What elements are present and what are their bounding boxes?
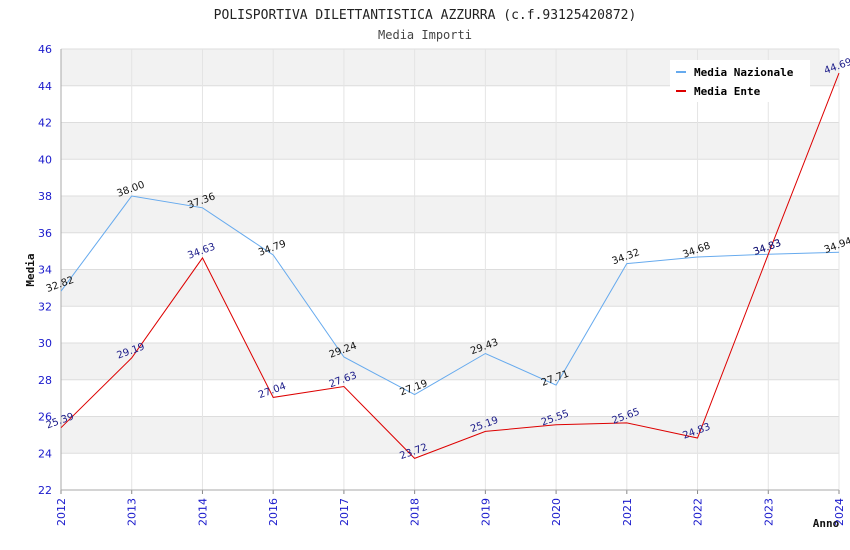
y-tick-label: 42 bbox=[38, 117, 52, 130]
series-lines bbox=[60, 72, 840, 459]
x-tick-label: 2021 bbox=[621, 498, 634, 526]
y-tick-label: 46 bbox=[38, 43, 52, 56]
legend-label: Media Ente bbox=[694, 85, 761, 98]
y-tick-label: 28 bbox=[38, 374, 52, 387]
y-tick-label: 40 bbox=[38, 153, 52, 166]
x-tick-label: 2014 bbox=[196, 498, 209, 526]
data-label: 34.68 bbox=[681, 241, 712, 261]
y-tick-label: 36 bbox=[38, 227, 52, 240]
series-line-media-ente bbox=[60, 72, 840, 459]
legend-label: Media Nazionale bbox=[694, 66, 794, 79]
y-tick-label: 26 bbox=[38, 411, 52, 424]
x-tick-label: 2017 bbox=[338, 498, 351, 526]
y-tick-label: 44 bbox=[38, 80, 52, 93]
data-label: 34.79 bbox=[257, 239, 288, 259]
x-tick-label: 2013 bbox=[126, 498, 139, 526]
chart-subtitle: Media Importi bbox=[378, 28, 472, 42]
data-label: 27.04 bbox=[257, 381, 288, 401]
y-tick-label: 30 bbox=[38, 337, 52, 350]
x-tick-label: 2012 bbox=[55, 498, 68, 526]
y-axis-title: Media bbox=[24, 253, 37, 286]
grid-band bbox=[61, 122, 839, 160]
x-tick-label: 2023 bbox=[762, 498, 775, 526]
data-label: 27.19 bbox=[398, 378, 429, 398]
y-tick-label: 24 bbox=[38, 447, 52, 460]
data-labels: 32.8238.0037.3634.7929.2427.1929.4327.71… bbox=[45, 57, 850, 462]
y-tick-label: 32 bbox=[38, 300, 52, 313]
x-tick-label: 2020 bbox=[550, 498, 563, 526]
chart-title: POLISPORTIVA DILETTANTISTICA AZZURRA (c.… bbox=[214, 8, 637, 23]
grid-band bbox=[61, 269, 839, 307]
y-tick-labels: 22 24 26 28 30 32 34 36 38 40 42 44 46 bbox=[38, 43, 52, 497]
x-tick-labels: 2012 2013 2014 2016 2017 2018 2019 2020 2021 2022… bbox=[55, 498, 846, 526]
legend: Media Nazionale Media Ente bbox=[670, 60, 810, 102]
x-axis-title: Anno bbox=[813, 517, 840, 530]
x-tick-label: 2019 bbox=[479, 498, 492, 526]
y-tick-label: 34 bbox=[38, 264, 52, 277]
grid-band bbox=[61, 196, 839, 233]
data-label: 34.83 bbox=[752, 238, 783, 258]
x-tick-label: 2022 bbox=[692, 498, 705, 526]
axes bbox=[60, 49, 840, 494]
grid-band bbox=[61, 416, 839, 454]
background-bands bbox=[61, 49, 839, 454]
x-tick-label: 2016 bbox=[267, 498, 280, 526]
y-tick-label: 38 bbox=[38, 190, 52, 203]
x-tick-label: 2024 bbox=[833, 498, 846, 526]
series-line-media-nazionale bbox=[60, 195, 840, 396]
data-label: 34.94 bbox=[823, 236, 850, 256]
x-tick-label: 2018 bbox=[409, 498, 422, 526]
y-tick-label: 22 bbox=[38, 484, 52, 497]
gridlines bbox=[60, 48, 840, 491]
legend-box bbox=[670, 60, 810, 102]
